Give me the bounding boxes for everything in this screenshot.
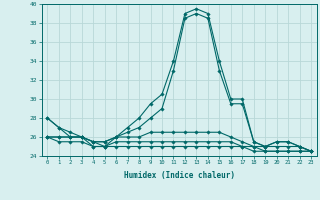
X-axis label: Humidex (Indice chaleur): Humidex (Indice chaleur)	[124, 171, 235, 180]
